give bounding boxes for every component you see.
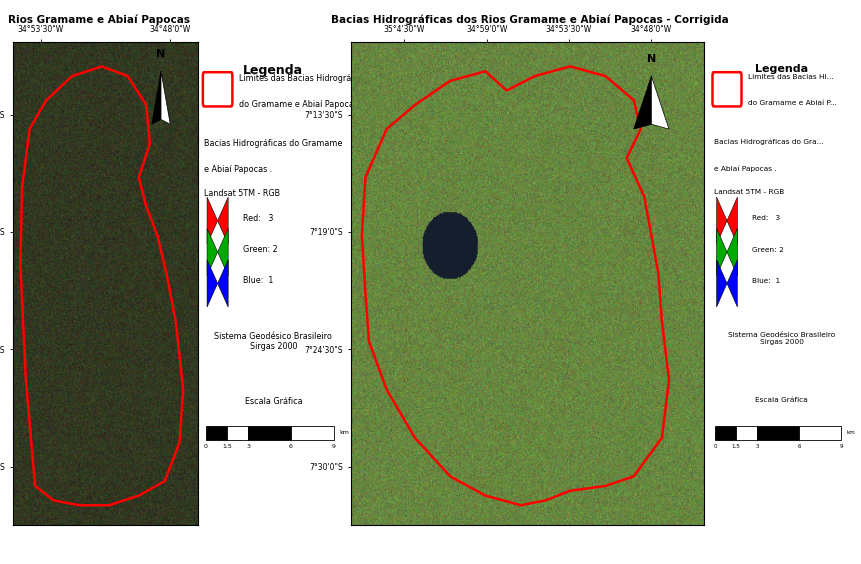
Polygon shape [208, 197, 218, 244]
Text: Blue:  1: Blue: 1 [244, 276, 274, 285]
Text: 1.5: 1.5 [222, 444, 232, 449]
Bar [757, 426, 799, 440]
Polygon shape [651, 76, 669, 129]
Text: Red:   3: Red: 3 [244, 214, 274, 223]
Polygon shape [716, 260, 727, 307]
Text: 0: 0 [203, 444, 208, 449]
Text: e Abiaí Papocas .: e Abiaí Papocas . [204, 165, 272, 174]
Polygon shape [161, 71, 170, 124]
Polygon shape [727, 260, 737, 307]
Text: Rios Gramame e Abiaí Papocas: Rios Gramame e Abiaí Papocas [8, 14, 190, 25]
Text: 6: 6 [797, 444, 801, 449]
Polygon shape [208, 228, 218, 276]
Polygon shape [727, 197, 737, 244]
Text: Red:   3: Red: 3 [753, 215, 780, 221]
Bar [799, 426, 841, 440]
Text: 3: 3 [246, 444, 251, 449]
Text: 9: 9 [331, 444, 336, 449]
Text: do Gramame e Abiaí Papocas: do Gramame e Abiaí Papocas [238, 100, 357, 109]
Text: 6: 6 [289, 444, 293, 449]
Text: Landsat 5TM - RGB: Landsat 5TM - RGB [714, 190, 784, 195]
Text: 9: 9 [839, 444, 843, 449]
Text: Sistema Geodésico Brasileiro
Sirgas 2000: Sistema Geodésico Brasileiro Sirgas 2000 [728, 332, 835, 345]
Polygon shape [716, 228, 727, 276]
Text: Landsat 5TM - RGB: Landsat 5TM - RGB [204, 190, 280, 199]
Polygon shape [208, 260, 218, 307]
Polygon shape [727, 228, 737, 276]
Text: Bacias Hidrográficas dos Rios Gramame e Abiaí Papocas - Corrigida: Bacias Hidrográficas dos Rios Gramame e … [331, 14, 728, 25]
Text: e Abiaí Papocas .: e Abiaí Papocas . [714, 165, 777, 172]
Polygon shape [634, 76, 651, 129]
Bar [736, 426, 757, 440]
Text: Sistema Geodésico Brasileiro
Sirgas 2000: Sistema Geodésico Brasileiro Sirgas 2000 [214, 332, 332, 351]
Text: 3: 3 [755, 444, 759, 449]
Bar [291, 426, 334, 440]
Text: Legenda: Legenda [244, 64, 303, 77]
Text: N: N [157, 49, 165, 59]
Text: Blue:  1: Blue: 1 [753, 278, 780, 284]
Text: Green: 2: Green: 2 [244, 245, 278, 254]
Bar [206, 426, 227, 440]
Text: km: km [340, 430, 350, 435]
Text: Limites das Bacias Hidrográficas: Limites das Bacias Hidrográficas [238, 74, 369, 83]
Text: 1.5: 1.5 [732, 444, 740, 449]
Polygon shape [218, 260, 228, 307]
Text: N: N [647, 54, 656, 64]
Text: Limites das Bacias Hi...: Limites das Bacias Hi... [747, 74, 833, 80]
Text: Escala Gráfica: Escala Gráfica [245, 396, 302, 406]
Polygon shape [218, 197, 228, 244]
Text: Bacias Hidrográficas do Gramame: Bacias Hidrográficas do Gramame [204, 139, 343, 148]
Polygon shape [152, 71, 161, 124]
Text: Escala Gráfica: Escala Gráfica [755, 396, 808, 403]
Text: Legenda: Legenda [755, 64, 808, 74]
Bar [248, 426, 291, 440]
Text: Green: 2: Green: 2 [753, 246, 784, 253]
Bar [715, 426, 736, 440]
Text: 0: 0 [714, 444, 717, 449]
Bar [227, 426, 248, 440]
Text: Bacias Hidrográficas do Gra...: Bacias Hidrográficas do Gra... [714, 139, 823, 146]
Text: km: km [847, 430, 856, 435]
Text: do Gramame e Abiaí P...: do Gramame e Abiaí P... [747, 100, 837, 106]
Polygon shape [716, 197, 727, 244]
Polygon shape [218, 228, 228, 276]
